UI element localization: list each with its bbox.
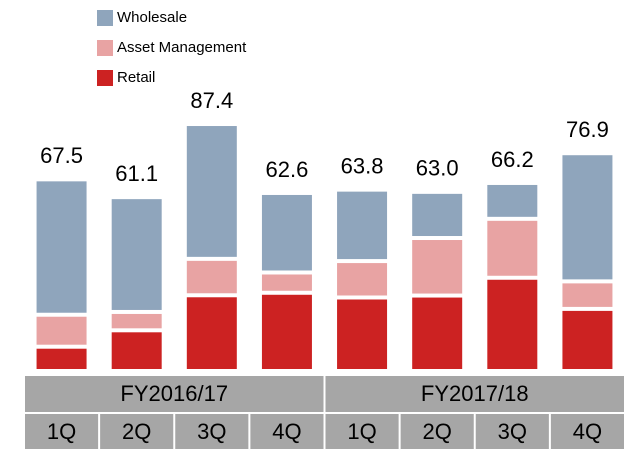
legend-swatch xyxy=(97,10,113,26)
x-tick-label: 4Q xyxy=(272,419,301,444)
legend-label: Wholesale xyxy=(117,9,187,26)
quarter-cell xyxy=(25,414,99,449)
bar-segment xyxy=(337,263,388,296)
total-label: 87.4 xyxy=(190,88,233,113)
quarter-cell xyxy=(250,414,324,449)
group-label: FY2017/18 xyxy=(421,381,529,406)
quarter-cell xyxy=(175,414,249,449)
group-label: FY2016/17 xyxy=(120,381,228,406)
group-cell xyxy=(25,376,324,412)
bar-segment xyxy=(562,310,613,369)
x-tick-label: 1Q xyxy=(47,419,76,444)
bar-segment xyxy=(186,297,237,369)
bar-segment xyxy=(111,332,162,369)
x-tick-label: 1Q xyxy=(347,419,376,444)
bar-segment xyxy=(337,299,388,369)
quarter-cell xyxy=(400,414,474,449)
bar-segment xyxy=(261,294,312,369)
bar-segment xyxy=(36,181,87,313)
bar-segment xyxy=(111,199,162,310)
legend-swatch xyxy=(97,40,113,56)
bar-segment xyxy=(412,240,463,294)
bar-segment xyxy=(487,220,538,276)
x-tick-label: 3Q xyxy=(197,419,226,444)
bar-segment xyxy=(562,283,613,307)
bar-segment xyxy=(337,191,388,260)
bar-segment xyxy=(36,348,87,369)
bar-segment xyxy=(412,193,463,237)
total-label: 62.6 xyxy=(266,157,309,182)
total-label: 63.0 xyxy=(416,156,459,181)
bar-segment xyxy=(487,184,538,217)
bar-segment xyxy=(186,126,237,257)
x-tick-label: 2Q xyxy=(423,419,452,444)
quarter-cell xyxy=(325,414,399,449)
bar-segment xyxy=(562,155,613,280)
bar-segment xyxy=(111,313,162,329)
total-label: 76.9 xyxy=(566,117,609,142)
bar-segment xyxy=(412,297,463,369)
bar-segment xyxy=(36,316,87,345)
bar-segment xyxy=(186,260,237,294)
bar-segment xyxy=(487,279,538,369)
legend-swatch xyxy=(97,70,113,86)
total-label: 67.5 xyxy=(40,143,83,168)
legend-label: Retail xyxy=(117,69,155,86)
total-label: 61.1 xyxy=(115,161,158,186)
quarter-cell xyxy=(100,414,174,449)
x-tick-label: 3Q xyxy=(498,419,527,444)
quarter-cell xyxy=(550,414,624,449)
total-label: 63.8 xyxy=(341,153,384,178)
total-label: 66.2 xyxy=(491,147,534,172)
x-tick-label: 4Q xyxy=(573,419,602,444)
bar-segment xyxy=(261,274,312,291)
legend-label: Asset Management xyxy=(117,39,247,56)
quarter-cell xyxy=(475,414,549,449)
group-cell xyxy=(325,376,624,412)
x-tick-label: 2Q xyxy=(122,419,151,444)
bar-segment xyxy=(261,194,312,271)
